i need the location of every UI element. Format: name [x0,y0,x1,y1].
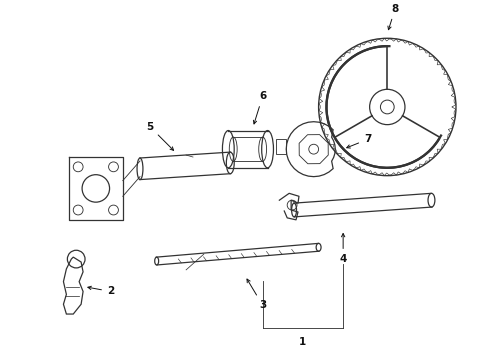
Text: 7: 7 [347,134,371,148]
Text: 5: 5 [146,122,173,150]
Text: 2: 2 [88,286,114,297]
Text: 4: 4 [340,234,347,264]
Text: 6: 6 [253,91,266,124]
Text: 1: 1 [299,337,307,347]
Text: 3: 3 [247,279,266,310]
Text: 8: 8 [388,4,399,30]
